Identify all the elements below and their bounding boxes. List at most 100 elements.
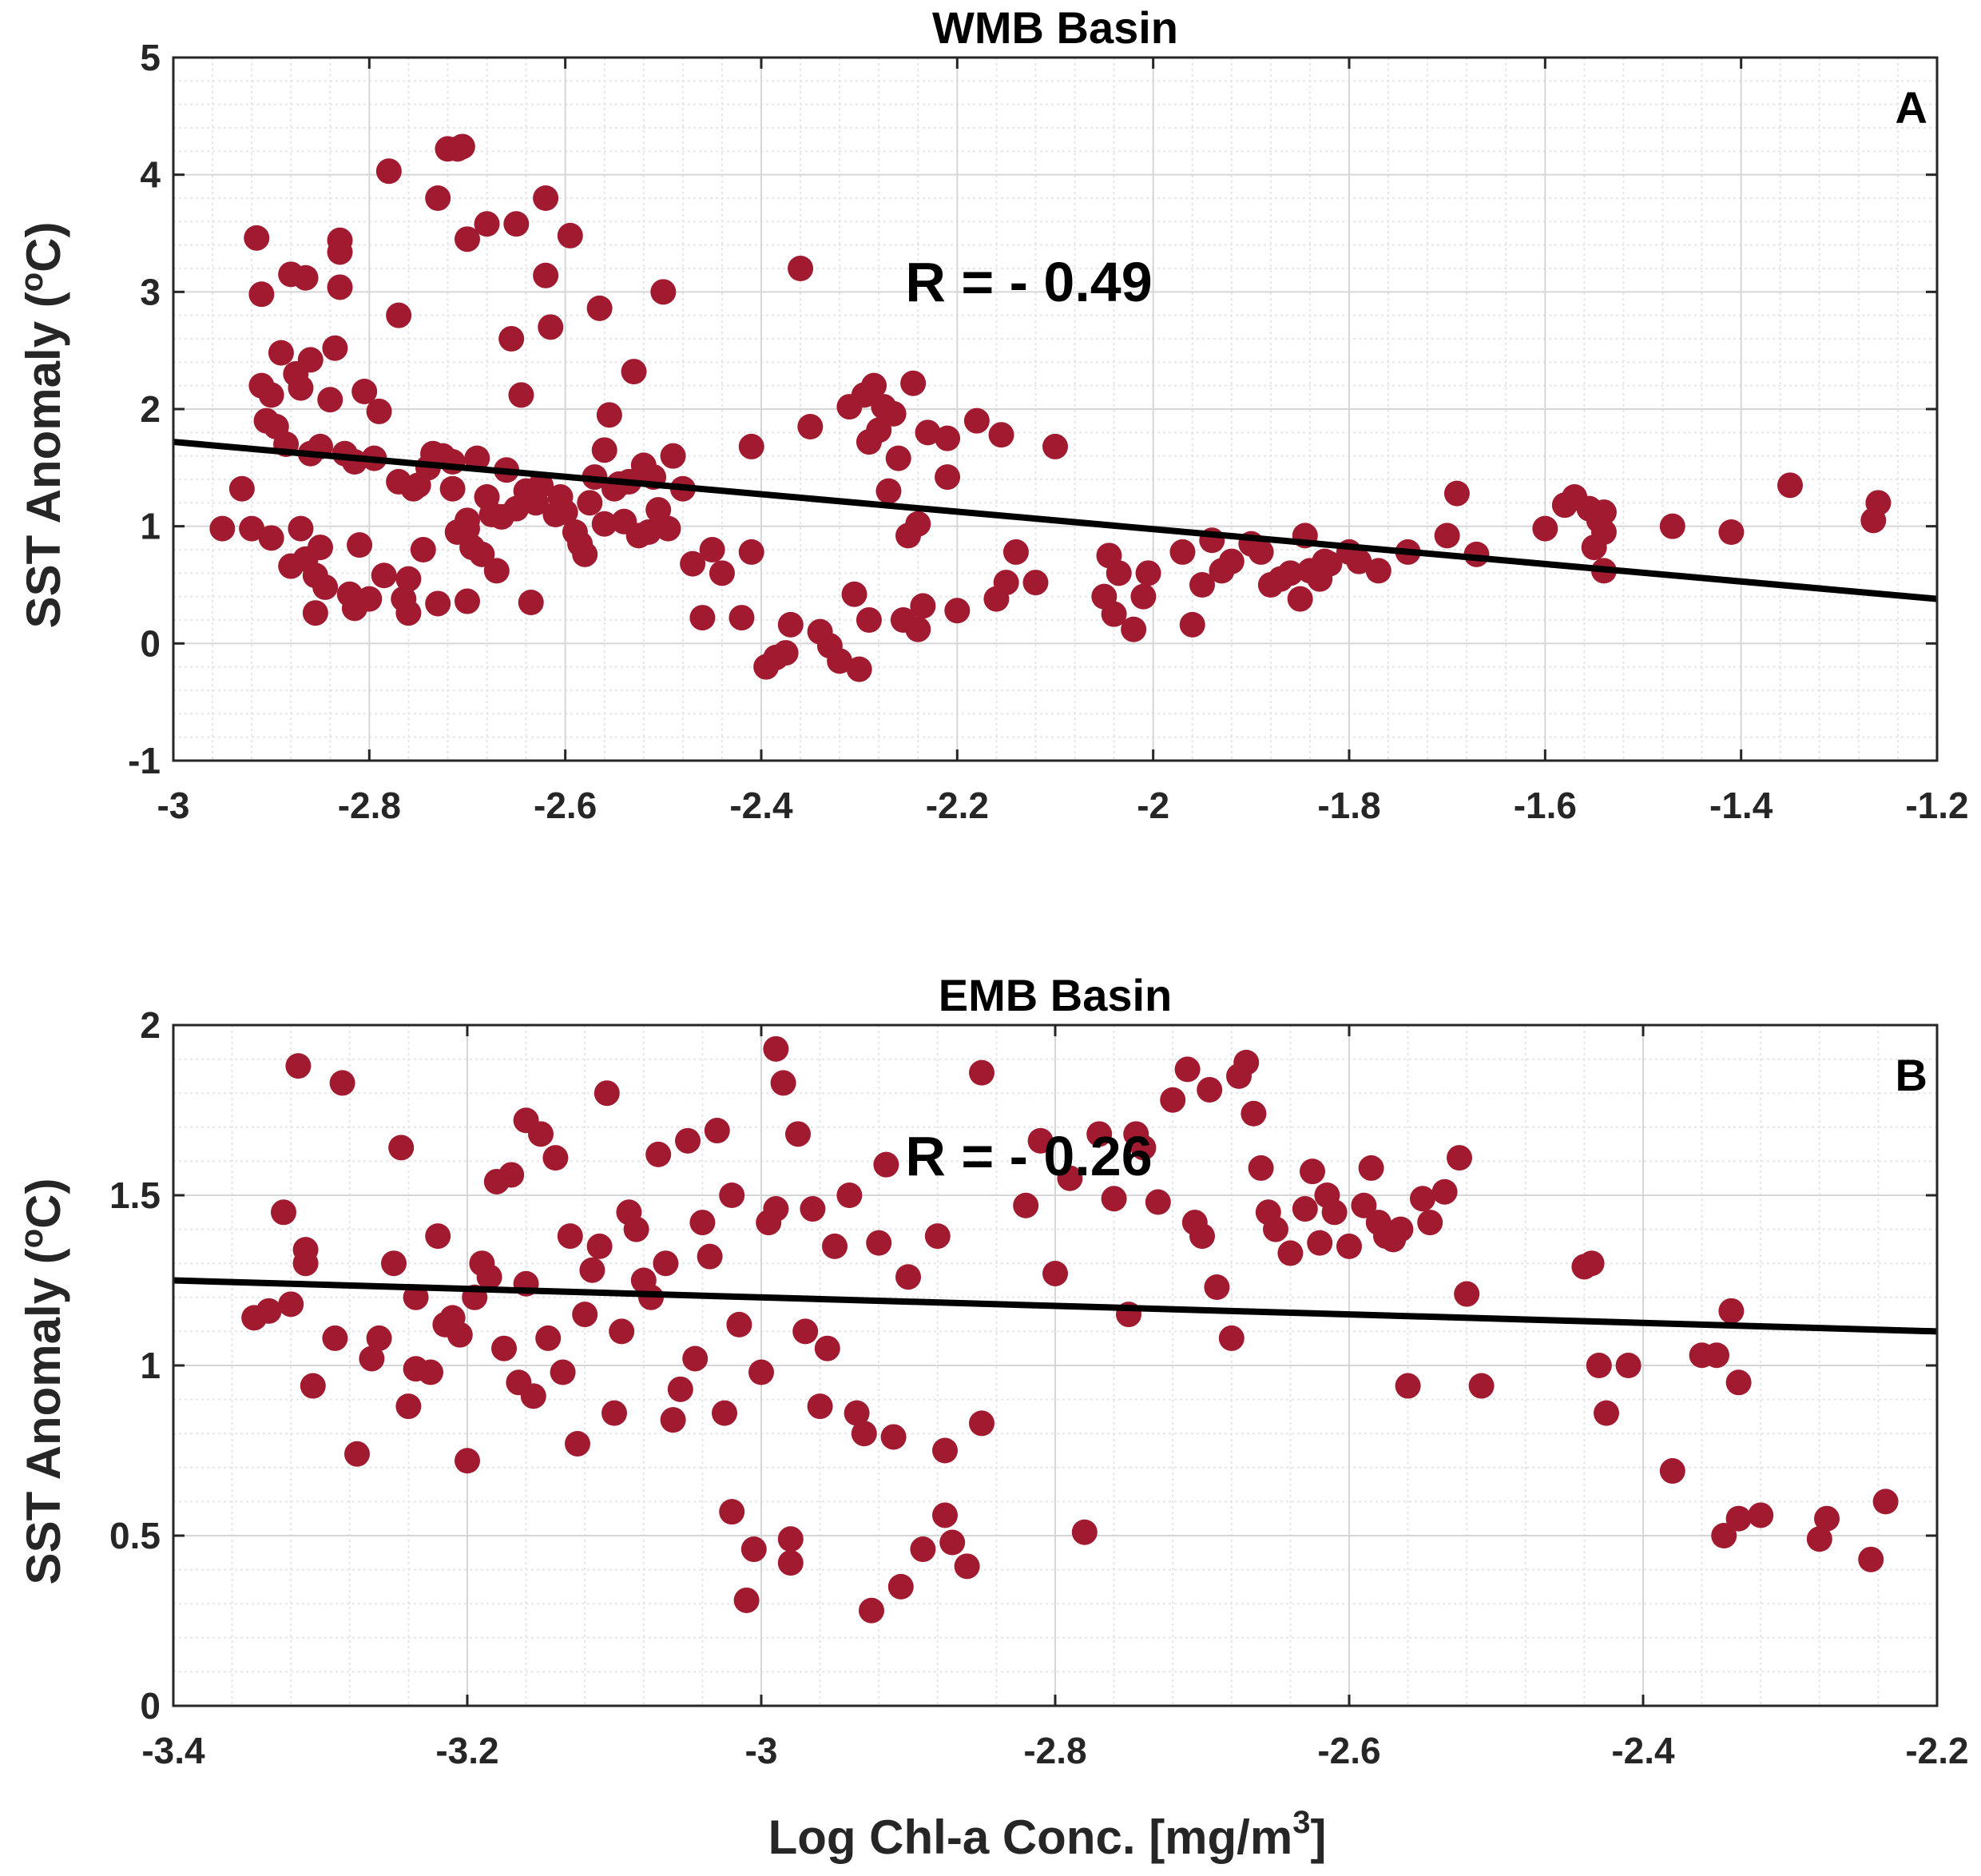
- data-point: [1872, 1488, 1899, 1515]
- data-point: [963, 407, 990, 434]
- data-point: [455, 1448, 480, 1474]
- y-tick-label: 2: [140, 1004, 161, 1046]
- data-point: [866, 1230, 892, 1256]
- data-point: [1204, 1274, 1230, 1301]
- y-axis-label-emb: SST Anomaly (oC): [14, 1178, 70, 1585]
- data-point: [322, 1325, 348, 1351]
- data-point: [288, 515, 314, 542]
- data-point: [351, 379, 378, 404]
- data-point: [836, 1182, 863, 1208]
- data-point: [268, 340, 294, 366]
- data-point: [728, 605, 755, 631]
- data-point: [1057, 1165, 1083, 1191]
- ticks-emb: -3.4 -3.2 -3 -2.8 -2.6 -2.4 -2.2 0 0.5 1 1.5 2: [109, 1004, 1969, 1771]
- data-point: [993, 570, 1019, 596]
- data-point: [366, 1325, 392, 1351]
- chart-title-emb: EMB Basin: [939, 970, 1173, 1020]
- data-point: [1248, 1155, 1274, 1181]
- data-point: [680, 550, 706, 577]
- data-point: [844, 1400, 870, 1426]
- data-point: [1022, 570, 1049, 596]
- data-point: [1086, 1121, 1113, 1147]
- x-tick-label: -3.4: [141, 1730, 205, 1771]
- data-point: [1454, 1281, 1480, 1307]
- x-tick-label: -3: [745, 1730, 778, 1771]
- data-point: [1748, 1502, 1774, 1528]
- data-point: [777, 1526, 804, 1552]
- x-tick-label: -1.2: [1905, 785, 1968, 826]
- data-point: [1365, 558, 1391, 584]
- data-point: [1578, 1250, 1605, 1277]
- data-point: [788, 256, 814, 281]
- x-tick-label: -3: [157, 785, 190, 826]
- data-point: [327, 239, 353, 265]
- data-point: [483, 558, 510, 584]
- data-point: [1615, 1353, 1642, 1378]
- data-point: [675, 1127, 701, 1154]
- regression-line-wmb: [173, 439, 1938, 602]
- data-point: [586, 1233, 613, 1259]
- data-point: [827, 648, 853, 674]
- data-point: [704, 1118, 730, 1144]
- correlation-annotation-wmb: R = - 0.49: [905, 251, 1152, 313]
- data-point: [660, 443, 686, 469]
- data-point: [895, 1264, 921, 1290]
- data-point: [425, 590, 451, 617]
- data-point: [1806, 1526, 1832, 1552]
- x-tick-label: -1.8: [1317, 785, 1380, 826]
- data-point: [302, 600, 328, 626]
- data-point: [586, 295, 613, 321]
- data-point: [763, 1035, 789, 1062]
- data-point: [572, 541, 598, 567]
- data-point: [969, 1059, 994, 1086]
- data-point: [1169, 539, 1196, 565]
- data-point: [645, 1141, 672, 1167]
- data-point: [455, 588, 480, 614]
- data-point: [939, 1529, 966, 1556]
- x-tick-label: -2.8: [1023, 1730, 1086, 1771]
- data-point: [542, 1145, 569, 1171]
- data-point: [653, 1250, 679, 1277]
- data-point: [841, 581, 867, 607]
- data-point: [1160, 1087, 1186, 1113]
- data-point: [1594, 1400, 1619, 1426]
- data-point: [1346, 548, 1372, 574]
- data-point: [697, 1243, 723, 1270]
- data-point: [1218, 1325, 1245, 1351]
- correlation-annotation-emb: R = - 0.26: [905, 1125, 1152, 1187]
- data-point: [395, 600, 422, 626]
- data-point: [689, 1210, 716, 1236]
- data-point: [1042, 433, 1068, 459]
- data-point: [209, 515, 236, 542]
- data-point: [347, 532, 373, 558]
- data-point: [1590, 499, 1617, 526]
- data-point: [297, 347, 324, 373]
- data-point: [1468, 1373, 1495, 1399]
- data-point: [1321, 1199, 1348, 1226]
- data-point: [1233, 1049, 1260, 1075]
- data-point: [1287, 586, 1313, 612]
- data-point: [439, 475, 466, 502]
- data-point: [403, 1284, 429, 1310]
- data-point: [317, 387, 343, 413]
- data-point: [800, 1196, 826, 1222]
- data-point: [577, 490, 603, 516]
- data-point: [503, 211, 530, 237]
- data-point: [256, 1298, 282, 1324]
- data-point: [856, 607, 882, 633]
- data-point: [1179, 611, 1205, 638]
- panel-label-b: B: [1896, 1050, 1927, 1100]
- data-point: [520, 1383, 546, 1409]
- data-point: [1145, 1189, 1171, 1215]
- data-point: [1586, 1353, 1612, 1378]
- data-point: [557, 1223, 583, 1250]
- scatter-points-emb: [241, 1035, 1899, 1624]
- data-point: [1659, 1458, 1685, 1485]
- data-point: [885, 445, 911, 471]
- data-point: [861, 372, 887, 399]
- y-tick-label: 0: [140, 1685, 161, 1727]
- data-point: [312, 574, 339, 600]
- data-point: [366, 398, 392, 424]
- data-point: [1434, 523, 1460, 549]
